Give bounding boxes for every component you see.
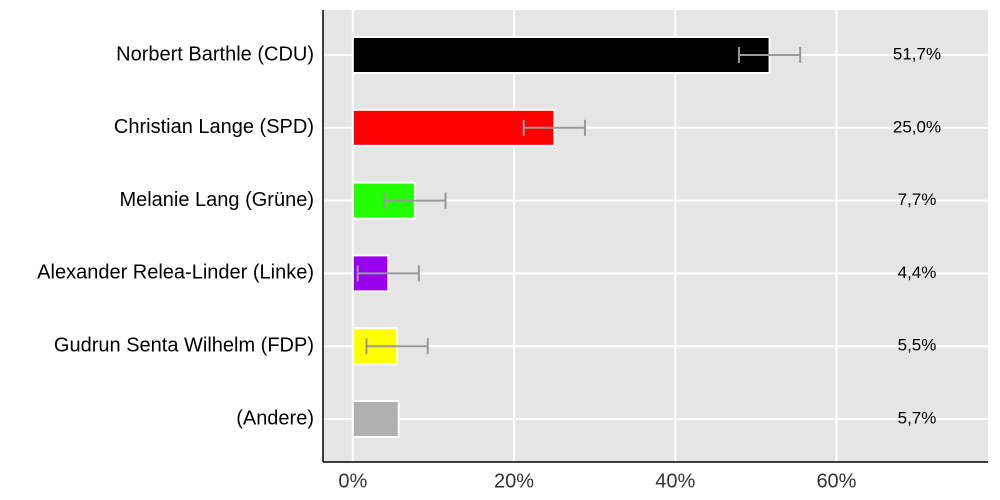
category-label: Melanie Lang (Grüne) [119, 189, 314, 211]
x-tick-label: 20% [494, 470, 534, 492]
value-label: 51,7% [893, 44, 941, 63]
category-label: (Andere) [236, 407, 314, 429]
category-label: Christian Lange (SPD) [114, 116, 314, 138]
error-bar [383, 192, 447, 209]
error-bar [356, 265, 420, 282]
category-label: Norbert Barthle (CDU) [116, 43, 314, 65]
x-tick-label: 40% [655, 470, 695, 492]
bar [351, 36, 771, 74]
error-bar [737, 47, 802, 63]
category-label: Alexander Relea-Linder (Linke) [37, 262, 314, 284]
value-label: 5,5% [898, 336, 937, 355]
x-tick-label: 60% [816, 470, 856, 492]
error-bar [522, 119, 586, 136]
value-label: 7,7% [898, 190, 937, 209]
error-bar [365, 338, 429, 355]
value-label: 5,7% [898, 408, 937, 427]
value-label: 25,0% [893, 117, 941, 136]
bar [351, 400, 400, 438]
plot-background [323, 10, 988, 462]
category-label: Gudrun Senta Wilhelm (FDP) [54, 334, 314, 356]
value-label: 4,4% [898, 263, 937, 282]
x-tick-label: 0% [338, 470, 367, 492]
